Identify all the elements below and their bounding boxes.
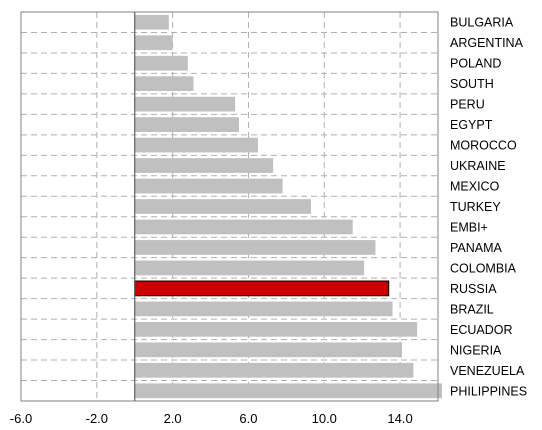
bar-south [134,76,194,92]
bar-brazil [134,301,393,317]
category-label: MEXICO [450,180,500,194]
x-tick-label: 10.0 [312,411,337,426]
x-tick-label: 6.0 [239,411,257,426]
category-label: PANAMA [450,241,503,255]
bar-ukraine [134,158,274,173]
bar-turkey [134,199,312,214]
category-label: MOROCCO [450,139,517,153]
bar-ecuador [134,321,418,337]
bar-argentina [134,35,173,51]
bar-poland [134,55,188,71]
category-label: UKRAINE [450,159,506,173]
x-tick-label: -6.0 [10,411,32,426]
category-label: ARGENTINA [450,36,524,50]
axis-layer [20,11,439,402]
category-label: BULGARIA [450,16,514,30]
category-label: POLAND [450,57,501,71]
bar-mexico [134,178,283,194]
bar-nigeria [134,342,402,358]
bar-panama [134,240,376,255]
bar-philippines [134,383,442,399]
bar-layer [134,14,442,399]
x-tick-label: 14.0 [387,411,412,426]
category-label: EGYPT [450,118,493,132]
bar-embi- [134,219,353,235]
x-tick-label: -2.0 [86,411,108,426]
bar-peru [134,96,236,112]
bar-colombia [134,260,365,276]
plot-frame [20,11,439,402]
category-label: COLOMBIA [450,261,517,275]
category-label: BRAZIL [450,302,494,316]
category-label: NIGERIA [450,343,502,357]
x-tick-labels: -6.0 -2.0 2.0 6.0 10.0 14.0 [10,411,413,426]
category-label: PHILIPPINES [450,384,527,398]
bar-morocco [134,137,258,153]
category-label: PERU [450,98,485,112]
category-labels: BULGARIA ARGENTINA POLAND SOUTH PERU EGYPT MOR… [450,16,527,399]
category-label: VENEZUELA [450,364,525,378]
bar-russia [134,280,390,297]
x-tick-label: 2.0 [164,411,182,426]
category-label: EMBI+ [450,220,488,234]
category-label: ECUADOR [450,323,513,337]
bar-egypt [134,117,239,132]
bar-venezuela [134,362,414,378]
category-label: RUSSIA [450,282,497,296]
category-label: TURKEY [450,200,501,214]
category-label: SOUTH [450,77,494,91]
bar-bulgaria [134,14,169,30]
